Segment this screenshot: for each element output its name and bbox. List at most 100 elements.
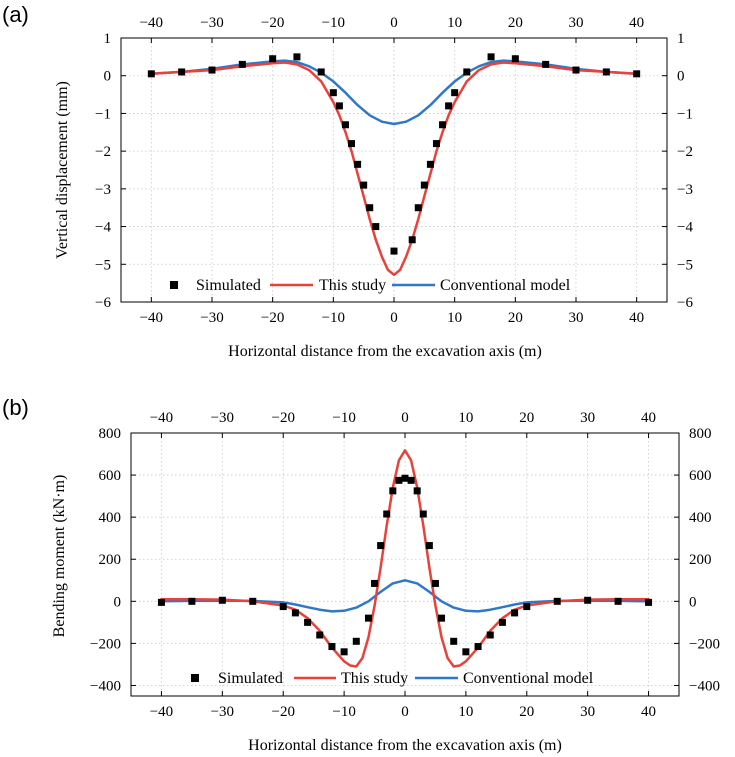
simulated-point — [390, 247, 398, 255]
panel-b-plot-frame — [130, 432, 680, 697]
x-tick-label-bottom: −30 — [200, 310, 223, 326]
x-tick-label-bottom: −40 — [140, 310, 163, 326]
series-line-conventional-model — [150, 59, 638, 126]
simulated-point — [360, 181, 368, 189]
simulated-point — [372, 223, 380, 231]
x-tick-label-bottom: 0 — [390, 310, 398, 326]
panel-a-legend: Simulated This study Conventional model — [170, 277, 571, 294]
y-tick-label-left: −4 — [95, 220, 111, 236]
simulated-point — [439, 121, 447, 129]
simulated-point — [542, 60, 550, 68]
simulated-point — [572, 66, 580, 74]
simulated-point — [147, 70, 155, 78]
x-tick-label-top: −10 — [322, 15, 345, 31]
simulated-point — [451, 89, 459, 97]
simulated-point — [188, 597, 196, 605]
simulated-point — [511, 609, 519, 617]
simulated-point — [383, 510, 391, 518]
simulated-point — [269, 55, 277, 63]
x-tick-label-top: −30 — [200, 15, 223, 31]
simulated-point — [364, 614, 372, 622]
y-tick-label-right: 1 — [677, 31, 685, 47]
x-tick-label-bottom: 20 — [508, 310, 523, 326]
legend-this-study-label: This study — [319, 277, 386, 294]
simulated-point — [463, 68, 471, 76]
panel-b-y-axis-title: Bending moment (kN·m) — [51, 475, 68, 638]
x-tick-label-bottom: 40 — [629, 310, 644, 326]
panel-b-grid — [131, 432, 679, 696]
series-line-this-study — [160, 449, 650, 668]
simulated-point — [304, 618, 312, 626]
x-tick-label-top: 10 — [458, 410, 473, 426]
legend-this-study-label: This study — [341, 670, 408, 687]
y-tick-label-right: 0 — [689, 594, 697, 610]
simulated-point — [208, 66, 216, 74]
simulated-point — [426, 160, 434, 168]
panel-b-x-axis-title: Horizontal distance from the excavation … — [248, 737, 562, 754]
panel-b-legend: Simulated This study Conventional model — [191, 670, 594, 687]
x-tick-label-bottom: −20 — [261, 310, 284, 326]
legend-simulated-marker — [191, 674, 199, 682]
x-tick-label-top: 30 — [569, 15, 584, 31]
simulated-point — [419, 510, 427, 518]
panel-a-grid — [121, 37, 667, 303]
x-tick-label-bottom: 20 — [519, 704, 534, 720]
simulated-point — [584, 596, 592, 604]
legend-simulated-label: Simulated — [196, 277, 261, 294]
y-tick-label-left: −6 — [95, 295, 111, 311]
simulated-point — [553, 597, 561, 605]
panel-a-series — [147, 53, 641, 277]
x-tick-label-top: −40 — [140, 15, 163, 31]
y-tick-label-right: −5 — [677, 257, 693, 273]
simulated-point — [340, 648, 348, 656]
simulated-point — [474, 643, 482, 651]
y-tick-label-right: −2 — [677, 144, 693, 160]
simulated-point — [614, 597, 622, 605]
x-tick-label-top: 0 — [401, 410, 409, 426]
simulated-point — [279, 603, 287, 611]
x-tick-label-bottom: 30 — [569, 310, 584, 326]
panel-a-label: (a) — [2, 2, 29, 27]
chart-panel-a: (a) −40−40−30−30−20−20−10−10001010202030… — [2, 2, 693, 360]
simulated-point — [462, 648, 470, 656]
simulated-point — [420, 181, 428, 189]
simulated-point — [377, 542, 385, 550]
legend-conventional-label: Conventional model — [440, 277, 571, 294]
x-tick-label-top: −20 — [261, 15, 284, 31]
y-tick-label-right: −200 — [689, 636, 720, 652]
panel-b-series — [157, 449, 653, 668]
simulated-point — [407, 476, 415, 484]
y-tick-label-left: −200 — [90, 636, 121, 652]
x-tick-label-bottom: 30 — [580, 704, 595, 720]
y-tick-label-right: −3 — [677, 182, 693, 198]
simulated-point — [328, 643, 336, 651]
simulated-point — [348, 140, 356, 148]
simulated-point — [432, 140, 440, 148]
y-tick-label-left: 400 — [99, 510, 122, 526]
y-tick-label-left: −2 — [95, 144, 111, 160]
simulated-point — [317, 68, 325, 76]
y-tick-label-right: 600 — [689, 468, 712, 484]
simulated-point — [371, 579, 379, 587]
x-tick-label-bottom: 40 — [641, 704, 656, 720]
simulated-point — [157, 598, 165, 606]
x-tick-label-top: 0 — [390, 15, 398, 31]
simulated-point — [293, 53, 301, 61]
simulated-point — [178, 68, 186, 76]
simulated-point — [401, 474, 409, 482]
x-tick-label-bottom: −20 — [271, 704, 294, 720]
y-tick-label-left: −1 — [95, 106, 111, 122]
x-tick-label-top: 10 — [447, 15, 462, 31]
x-tick-label-top: −40 — [150, 410, 173, 426]
simulated-point — [341, 121, 349, 129]
x-tick-label-top: 20 — [508, 15, 523, 31]
x-tick-label-bottom: −40 — [150, 704, 173, 720]
x-tick-label-bottom: −10 — [322, 310, 345, 326]
y-tick-label-right: −6 — [677, 295, 693, 311]
x-tick-label-bottom: 0 — [401, 704, 409, 720]
simulated-point — [249, 597, 257, 605]
simulated-point — [329, 89, 337, 97]
panel-a-y-axis-title: Vertical displacement (mm) — [54, 81, 71, 259]
y-tick-label-right: 0 — [677, 69, 685, 85]
